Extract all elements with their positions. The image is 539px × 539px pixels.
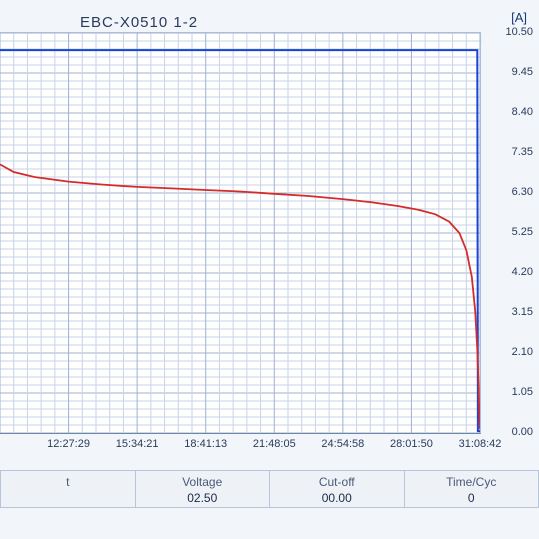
y-tick: 0.00 (512, 426, 533, 438)
y-axis-label: [A] (511, 10, 527, 25)
y-tick: 10.50 (505, 26, 533, 38)
x-tick: 15:34:21 (116, 438, 159, 450)
x-tick: 31:08:42 (459, 438, 502, 450)
status-cell-label: t (1, 473, 135, 489)
status-cell-value: 02.50 (136, 491, 270, 505)
status-bar: tVoltage 02.50Cut-off 00.00Time/Cyc 0 (0, 470, 539, 539)
status-cell-label: Voltage (136, 473, 270, 489)
y-tick: 8.40 (512, 106, 533, 118)
plot-area (0, 32, 481, 434)
status-table: tVoltage 02.50Cut-off 00.00Time/Cyc 0 (0, 470, 539, 508)
status-cell: Time/Cyc 0 (404, 471, 539, 508)
plot-svg (0, 33, 480, 433)
status-cell-value: 0 (405, 491, 539, 505)
status-cell-value: 00.00 (270, 491, 404, 505)
status-cell-label: Cut-off (270, 473, 404, 489)
status-cell: t (1, 471, 136, 508)
x-tick: 28:01:50 (390, 438, 433, 450)
chart-title: EBC-X0510 1-2 (80, 14, 198, 31)
status-cell-label: Time/Cyc (405, 473, 539, 489)
x-tick: 18:41:13 (184, 438, 227, 450)
x-tick: 12:27:29 (47, 438, 90, 450)
y-tick: 3.15 (512, 306, 533, 318)
status-cell: Cut-off 00.00 (270, 471, 405, 508)
y-tick: 5.25 (512, 226, 533, 238)
chart-panel: EBC-X0510 1-2 [A] ZKETECH 10.509.458.407… (0, 0, 539, 539)
y-tick: 7.35 (512, 146, 533, 158)
x-tick: 21:48:05 (253, 438, 296, 450)
y-tick: 1.05 (512, 386, 533, 398)
y-tick: 9.45 (512, 66, 533, 78)
y-tick: 2.10 (512, 346, 533, 358)
y-tick: 6.30 (512, 186, 533, 198)
status-cell: Voltage 02.50 (135, 471, 270, 508)
x-tick: 24:54:58 (321, 438, 364, 450)
y-tick: 4.20 (512, 266, 533, 278)
y-ticks: 10.509.458.407.356.305.254.203.152.101.0… (485, 32, 539, 432)
